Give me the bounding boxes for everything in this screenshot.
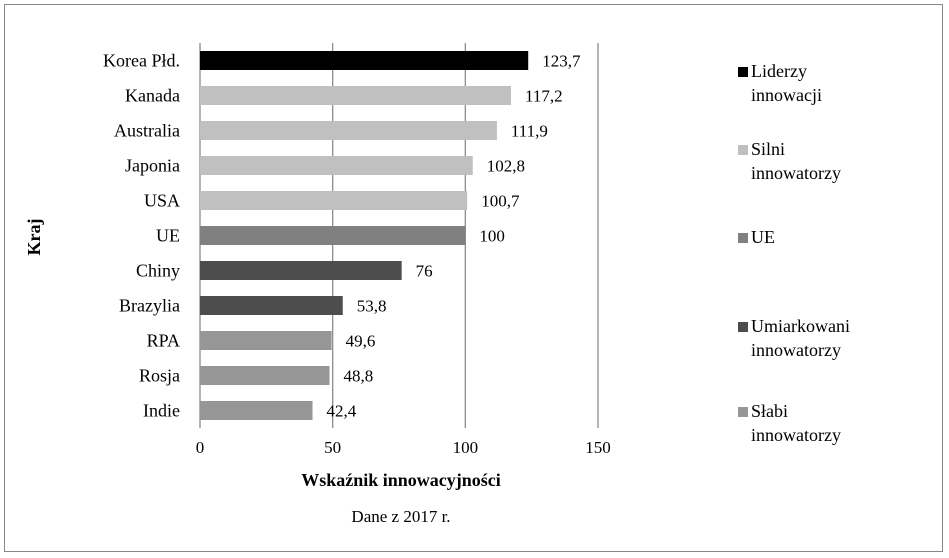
category-label: Australia bbox=[114, 121, 180, 141]
x-axis-title: Wskaźnik innowacyjności bbox=[301, 470, 501, 490]
legend: Liderzy innowacji Silni innowatorzy UE Umiark… bbox=[738, 61, 850, 445]
bar bbox=[200, 226, 466, 245]
value-label: 100,7 bbox=[481, 192, 520, 211]
legend-label: Silni bbox=[751, 139, 785, 159]
legend-label: Umiarkowani bbox=[751, 316, 850, 336]
bars bbox=[200, 51, 529, 420]
category-labels: Korea Płd. Kanada Australia Japonia USA UE Chi… bbox=[103, 51, 180, 421]
data-note: Dane z 2017 r. bbox=[351, 507, 450, 526]
category-label: Indie bbox=[143, 401, 180, 421]
category-label: RPA bbox=[147, 331, 180, 351]
value-labels: 123,7 117,2 111,9 102,8 100,7 100 76 53,8 49,6 48… bbox=[327, 52, 581, 421]
legend-label: innowacji bbox=[751, 85, 822, 105]
x-tick-label: 100 bbox=[453, 438, 479, 457]
category-label: Rosja bbox=[139, 366, 180, 386]
value-label: 53,8 bbox=[357, 297, 387, 316]
bar bbox=[200, 296, 343, 315]
bar bbox=[200, 401, 313, 420]
x-tick-label: 150 bbox=[585, 438, 611, 457]
bar bbox=[200, 331, 332, 350]
x-tick-labels: 0 50 100 150 bbox=[196, 438, 611, 457]
category-label: UE bbox=[156, 226, 180, 246]
x-tick-label: 0 bbox=[196, 438, 205, 457]
legend-label: innowatorzy bbox=[751, 163, 841, 183]
value-label: 111,9 bbox=[511, 122, 548, 141]
bar bbox=[200, 366, 330, 385]
x-tick-label: 50 bbox=[324, 438, 341, 457]
legend-label: UE bbox=[751, 227, 775, 247]
category-label: Chiny bbox=[136, 261, 180, 281]
legend-swatch bbox=[738, 322, 748, 332]
legend-swatch bbox=[738, 145, 748, 155]
category-label: Brazylia bbox=[119, 296, 180, 316]
value-label: 117,2 bbox=[525, 87, 563, 106]
legend-swatch bbox=[738, 67, 748, 77]
y-axis-title: Kraj bbox=[24, 219, 44, 256]
value-label: 76 bbox=[416, 262, 433, 281]
legend-label: innowatorzy bbox=[751, 340, 841, 360]
bar bbox=[200, 51, 529, 70]
bar bbox=[200, 121, 497, 140]
legend-swatch bbox=[738, 407, 748, 417]
category-label: Kanada bbox=[125, 86, 180, 106]
bar bbox=[200, 156, 473, 175]
value-label: 48,8 bbox=[343, 367, 373, 386]
chart-frame: Korea Płd. Kanada Australia Japonia USA UE Chi… bbox=[4, 4, 943, 552]
legend-label: innowatorzy bbox=[751, 425, 841, 445]
category-label: Korea Płd. bbox=[103, 51, 180, 71]
value-label: 123,7 bbox=[542, 52, 581, 71]
bar bbox=[200, 86, 511, 105]
value-label: 42,4 bbox=[327, 402, 357, 421]
category-label: Japonia bbox=[125, 156, 180, 176]
bar-chart: Korea Płd. Kanada Australia Japonia USA UE Chi… bbox=[24, 43, 850, 526]
legend-swatch bbox=[738, 233, 748, 243]
category-label: USA bbox=[144, 191, 180, 211]
bar bbox=[200, 191, 468, 210]
bar bbox=[200, 261, 402, 280]
legend-label: Liderzy bbox=[751, 61, 807, 81]
value-label: 100 bbox=[479, 227, 505, 246]
legend-label: Słabi bbox=[751, 401, 788, 421]
value-label: 49,6 bbox=[346, 332, 376, 351]
value-label: 102,8 bbox=[487, 157, 525, 176]
